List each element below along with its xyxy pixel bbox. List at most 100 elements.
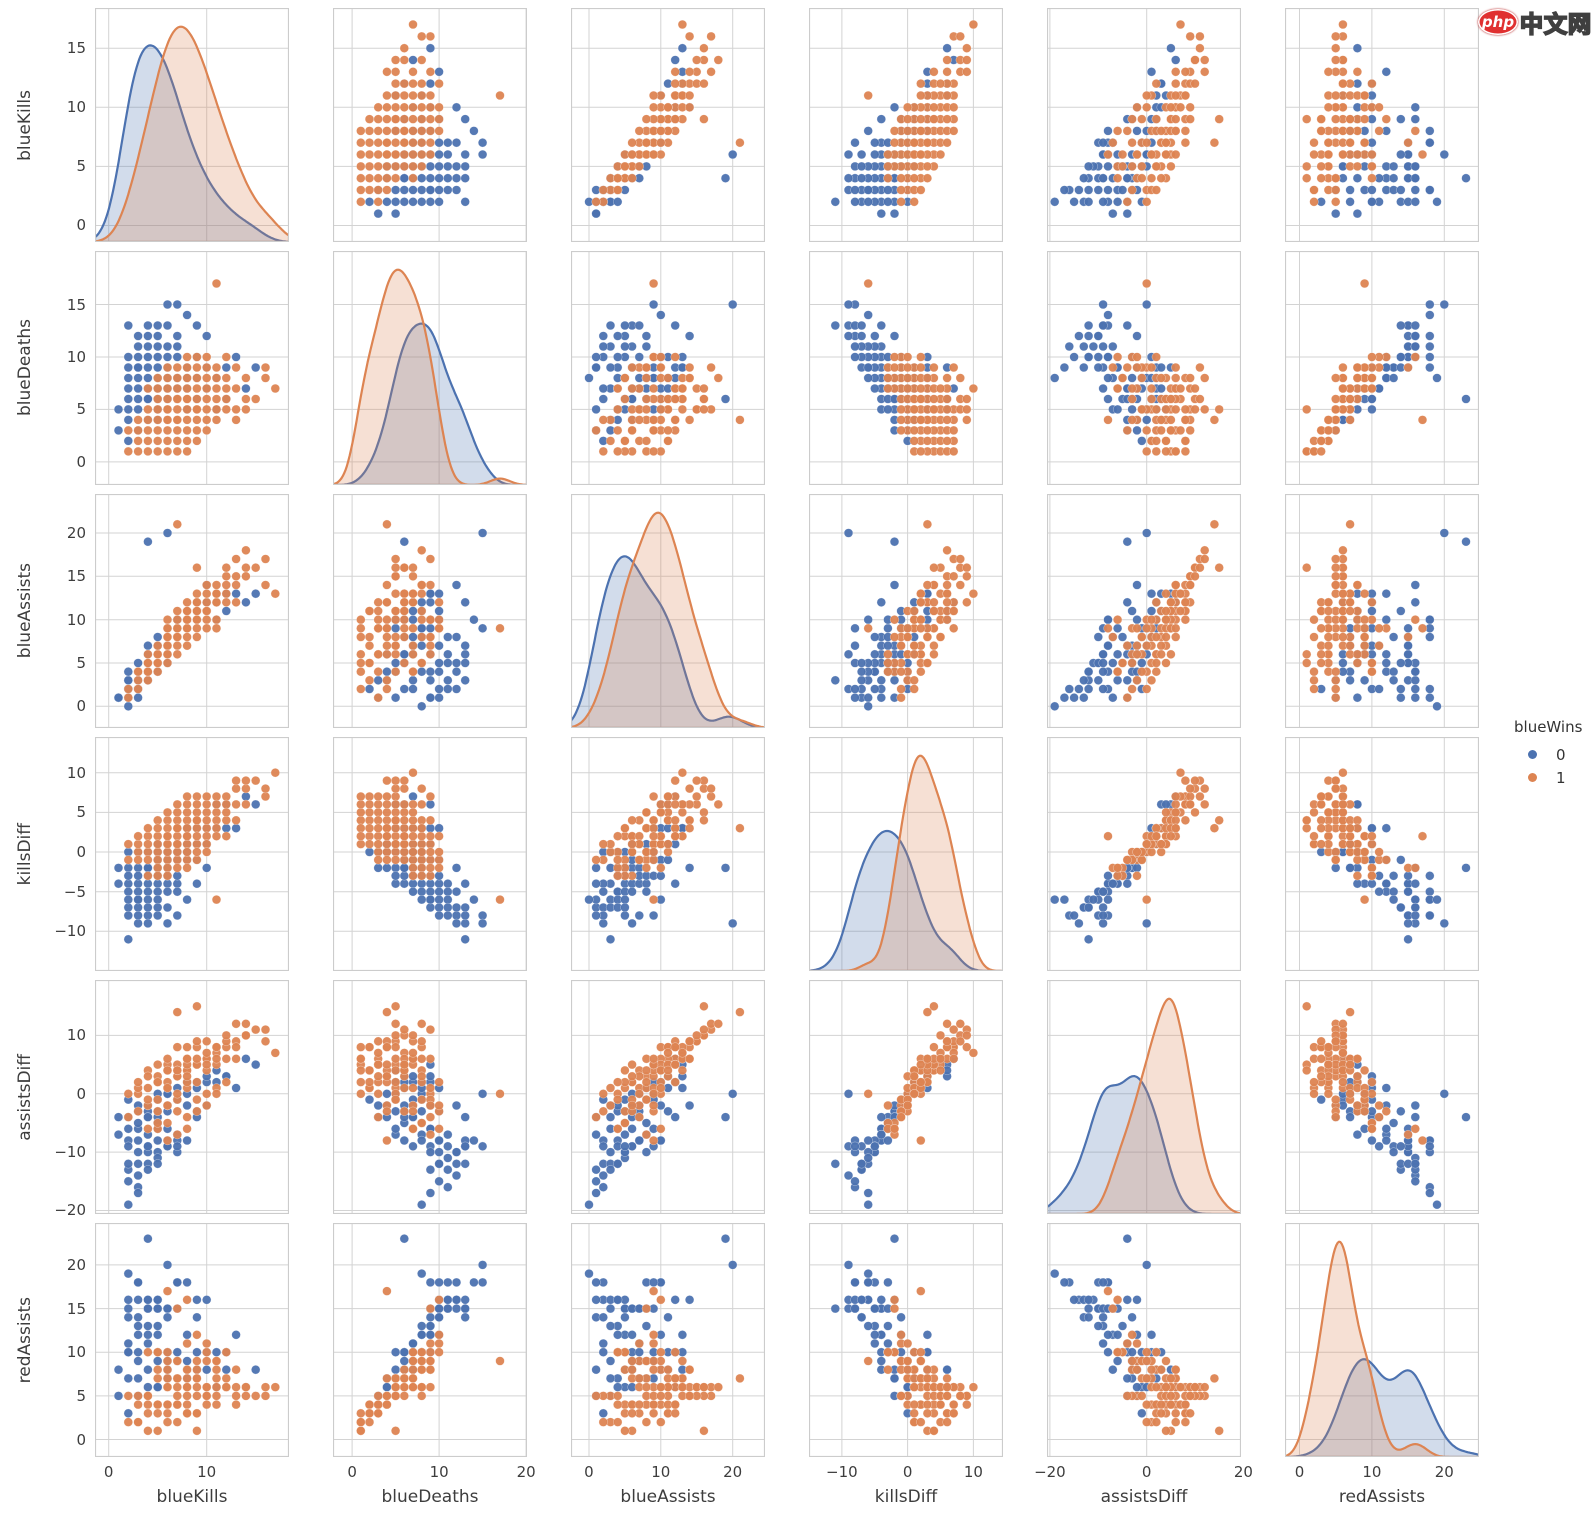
x-tick-label: 10	[197, 1463, 217, 1481]
kde-curve-blueWins-1	[331, 268, 529, 487]
scatter-panel-assistsDiff-vs-blueAssists	[570, 979, 766, 1215]
legend-title: blueWins	[1514, 718, 1583, 736]
scatter-points-blueWins-1	[123, 1286, 280, 1436]
x-tick-label: 10	[1362, 1463, 1382, 1481]
x-tick-label: 10	[651, 1463, 671, 1481]
watermark-text: 中文网	[1519, 11, 1592, 39]
kde-curve-blueWins-0	[1283, 1358, 1481, 1459]
scatter-panel-blueKills-vs-killsDiff	[808, 7, 1004, 243]
scatter-panel-redAssists-vs-blueAssists	[570, 1222, 766, 1458]
y-tick-label: 10	[66, 347, 86, 366]
scatter-points-blueWins-1	[123, 1001, 280, 1146]
x-axis-label-blueDeaths: blueDeaths	[381, 1487, 479, 1507]
scatter-panel-blueKills-vs-assistsDiff	[1046, 7, 1244, 243]
scatter-points-blueWins-0	[1050, 1234, 1181, 1418]
kde-curve-blueWins-0	[807, 829, 1005, 973]
y-tick-label: −20	[54, 1201, 86, 1220]
y-tick-label: 0	[76, 1430, 86, 1449]
y-axis-label-text: assistsDiff	[15, 1053, 35, 1141]
x-tick-label: 20	[516, 1463, 536, 1481]
scatter-points-blueWins-1	[1103, 519, 1224, 703]
scatter-panel-redAssists-vs-blueDeaths	[332, 1222, 528, 1458]
legend-marker-1-icon	[1528, 773, 1537, 782]
y-axis-label-text: blueKills	[15, 89, 35, 161]
scatter-panel-redAssists-vs-killsDiff	[808, 1222, 1004, 1458]
y-tick-label: 5	[76, 1386, 86, 1405]
x-axis-label-assistsDiff: assistsDiff	[1100, 1487, 1188, 1507]
legend-item-1: 1	[1506, 766, 1582, 789]
x-axis-label-blueKills: blueKills	[156, 1487, 228, 1507]
scatter-points-blueWins-1	[123, 768, 280, 905]
scatter-points-blueWins-1	[863, 1286, 979, 1436]
scatter-panel-blueDeaths-vs-blueKills	[94, 250, 290, 486]
scatter-panel-killsDiff-vs-blueAssists	[570, 736, 766, 972]
y-tick-label: −10	[54, 922, 86, 941]
scatter-points-blueWins-1	[1103, 768, 1224, 905]
scatter-panel-blueAssists-vs-redAssists	[1284, 493, 1480, 729]
y-axis-label-killsDiff: killsDiff	[14, 737, 36, 971]
kde-panel-assistsDiff	[1045, 979, 1244, 1216]
x-tick-label: 0	[347, 1463, 357, 1481]
y-tick-label: 15	[66, 567, 86, 586]
scatter-panel-blueKills-vs-blueAssists	[570, 7, 766, 243]
scatter-points-blueWins-1	[863, 19, 979, 207]
scatter-panel-assistsDiff-vs-killsDiff	[808, 979, 1004, 1215]
scatter-panel-redAssists-vs-assistsDiff	[1046, 1222, 1244, 1458]
php-logo-text: php	[1481, 13, 1515, 31]
kde-curve-blueWins-1	[569, 511, 767, 730]
x-tick-label: 0	[902, 1463, 913, 1481]
kde-curve-blueWins-1	[807, 754, 1005, 973]
scatter-points-blueWins-1	[356, 1001, 505, 1146]
kde-panel-blueDeaths	[331, 250, 529, 487]
kde-panel-redAssists	[1283, 1222, 1481, 1459]
scatter-panel-blueAssists-vs-assistsDiff	[1046, 493, 1244, 729]
y-tick-label: 5	[76, 400, 86, 419]
scatter-panel-blueDeaths-vs-blueAssists	[570, 250, 766, 486]
legend-item-0-label: 0	[1556, 745, 1566, 764]
php-logo-icon: php	[1478, 9, 1518, 35]
y-tick-label: 10	[66, 98, 86, 117]
scatter-points-blueWins-1	[591, 768, 745, 905]
kde-panel-blueKills	[93, 7, 291, 244]
legend-item-0: 0	[1506, 743, 1582, 766]
scatter-points-blueWins-1	[591, 19, 745, 207]
y-tick-label: 10	[66, 763, 86, 782]
x-tick-label: 20	[1434, 1463, 1454, 1481]
x-tick-label: −20	[1034, 1463, 1066, 1481]
x-tick-label: −10	[826, 1463, 858, 1481]
kde-curve-blueWins-0	[93, 44, 291, 244]
scatter-panel-killsDiff-vs-blueDeaths	[332, 736, 528, 972]
x-axis-label-blueAssists: blueAssists	[620, 1487, 716, 1507]
scatter-points-blueWins-0	[1316, 299, 1471, 446]
y-axis-label-blueDeaths: blueDeaths	[14, 251, 36, 485]
scatter-panel-blueAssists-vs-blueDeaths	[332, 493, 528, 729]
x-tick-label: 0	[1294, 1463, 1305, 1481]
x-tick-label: 20	[723, 1463, 743, 1481]
scatter-panel-blueAssists-vs-killsDiff	[808, 493, 1004, 729]
x-tick-label: 10	[429, 1463, 449, 1481]
scatter-panel-killsDiff-vs-blueKills	[94, 736, 290, 972]
legend: blueWins 0 1	[1506, 718, 1582, 789]
scatter-panel-blueKills-vs-redAssists	[1284, 7, 1480, 243]
kde-curve-blueWins-1	[1283, 1240, 1481, 1459]
kde-curve-blueWins-1	[93, 25, 291, 244]
scatter-points-blueWins-1	[1302, 519, 1428, 703]
scatter-panel-assistsDiff-vs-redAssists	[1284, 979, 1480, 1215]
y-tick-label: 15	[66, 1299, 86, 1318]
y-tick-label: 0	[76, 452, 86, 471]
y-tick-label: 0	[76, 843, 86, 862]
kde-panel-blueAssists	[569, 493, 767, 730]
watermark: php 中文网	[1478, 5, 1592, 39]
y-axis-label-blueAssists: blueAssists	[14, 494, 36, 728]
scatter-panel-assistsDiff-vs-blueDeaths	[332, 979, 528, 1215]
scatter-points-blueWins-1	[1302, 1001, 1428, 1146]
scatter-panel-blueKills-vs-blueDeaths	[332, 7, 528, 243]
scatter-panel-assistsDiff-vs-blueKills	[94, 979, 290, 1215]
scatter-panel-blueDeaths-vs-assistsDiff	[1046, 250, 1244, 486]
scatter-points-blueWins-1	[591, 278, 745, 457]
x-axis-label-redAssists: redAssists	[1338, 1487, 1426, 1507]
legend-item-1-label: 1	[1556, 768, 1566, 787]
y-tick-label: 0	[76, 697, 86, 716]
y-tick-label: 10	[66, 610, 86, 629]
scatter-points-blueWins-1	[1302, 768, 1428, 905]
